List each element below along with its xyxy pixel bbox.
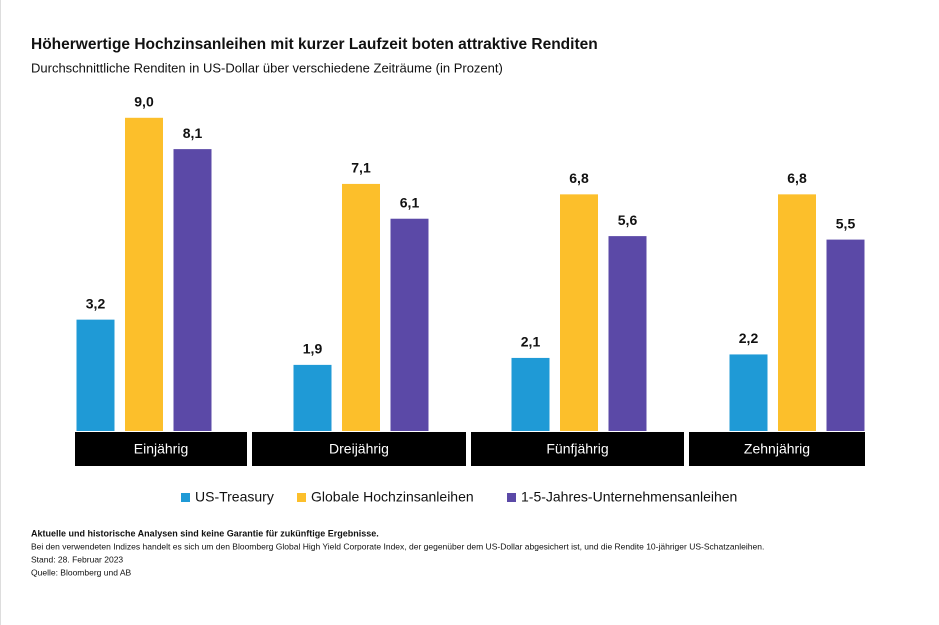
bar [560, 194, 598, 431]
value-label: 1,9 [303, 341, 323, 357]
bar [293, 364, 332, 431]
value-label: 8,1 [183, 125, 203, 141]
chart-title: Höherwertige Hochzinsanleihen mit kurzer… [31, 36, 598, 53]
x-tick-label: Zehnjährig [744, 441, 810, 457]
value-label: 6,1 [400, 194, 420, 210]
value-label: 9,0 [134, 94, 154, 110]
legend-label: Globale Hochzinsanleihen [311, 489, 474, 505]
value-label: 3,2 [86, 295, 106, 311]
value-label: 6,8 [787, 170, 807, 186]
bar [173, 149, 212, 431]
category-box [75, 432, 247, 466]
bar [778, 194, 816, 431]
value-label: 2,2 [739, 330, 759, 346]
bar [76, 319, 115, 431]
bar [608, 236, 647, 431]
legend-swatch [181, 493, 190, 502]
footnote: Bei den verwendeten Indizes handelt es s… [31, 541, 764, 551]
footnote: Quelle: Bloomberg und AB [31, 567, 132, 577]
bar [511, 357, 550, 431]
legend-swatch [507, 493, 516, 502]
bar [826, 239, 865, 431]
value-label: 5,6 [618, 212, 638, 228]
value-label: 6,8 [569, 170, 589, 186]
legend-label: 1-5-Jahres-Unternehmensanleihen [521, 489, 737, 505]
x-tick-label: Fünfjährig [546, 441, 608, 457]
bar [125, 117, 163, 432]
value-label: 5,5 [836, 215, 856, 231]
value-label: 2,1 [521, 334, 541, 350]
chart-subtitle: Durchschnittliche Renditen in US-Dollar … [31, 60, 503, 75]
x-tick-label: Einjährig [134, 441, 188, 457]
bar [729, 354, 768, 431]
bar [342, 183, 380, 431]
legend-label: US-Treasury [195, 489, 274, 505]
category-box [471, 432, 684, 466]
category-box [689, 432, 865, 466]
footnote: Stand: 28. Februar 2023 [31, 554, 123, 564]
footnote: Aktuelle und historische Analysen sind k… [31, 528, 379, 538]
value-label: 7,1 [351, 160, 371, 176]
legend-swatch [297, 493, 306, 502]
category-box [252, 432, 466, 466]
x-tick-label: Dreijährig [329, 441, 389, 457]
bar [390, 218, 429, 431]
